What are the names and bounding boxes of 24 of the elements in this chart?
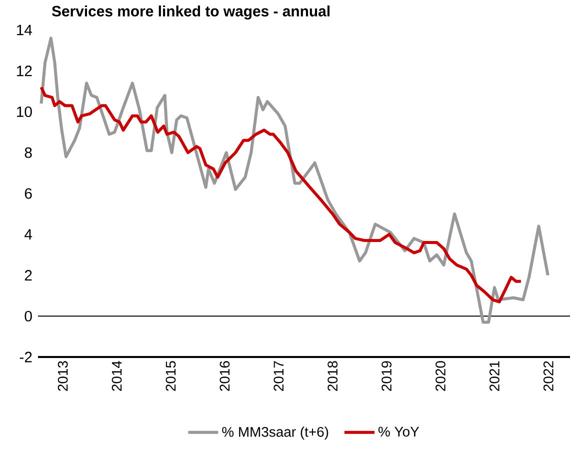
line-series bbox=[40, 36, 550, 324]
x-tick-label: 2015 bbox=[166, 361, 176, 391]
legend-label: % YoY bbox=[378, 426, 420, 437]
x-tick-label: 2020 bbox=[436, 361, 446, 391]
x-tick-label: 2014 bbox=[112, 360, 122, 391]
x-tick-label: 2013 bbox=[58, 361, 68, 391]
y-tick-label: -2 bbox=[20, 352, 32, 362]
y-tick-label: 2 bbox=[24, 270, 32, 280]
y-tick-label: 10 bbox=[17, 106, 32, 118]
y-tick-label: 0 bbox=[24, 310, 32, 322]
x-tick-label: 2021 bbox=[490, 361, 500, 391]
chart-title: Services more linked to wages - annual bbox=[52, 6, 330, 20]
x-tick-label: 2016 bbox=[220, 361, 230, 391]
x-tick-label: 2022 bbox=[543, 361, 554, 391]
y-tick-label: 14 bbox=[17, 24, 32, 36]
x-tick-label: 2017 bbox=[274, 361, 284, 391]
y-tick-label: 4 bbox=[24, 229, 32, 240]
y-tick-label: 8 bbox=[24, 147, 32, 158]
y-tick-label: 12 bbox=[17, 66, 32, 76]
legend-label: % MM3saar (t+6) bbox=[222, 426, 328, 440]
x-tick-label: 2018 bbox=[328, 361, 338, 391]
x-tick-label: 2019 bbox=[382, 361, 392, 391]
y-tick-label: 6 bbox=[24, 188, 32, 199]
line-series bbox=[40, 86, 522, 304]
